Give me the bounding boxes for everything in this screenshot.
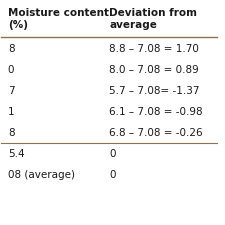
Text: 0: 0 [109,170,116,180]
Text: 5.7 – 7.08= -1.37: 5.7 – 7.08= -1.37 [109,86,200,96]
Text: 8: 8 [8,128,14,138]
Text: Deviation from
average: Deviation from average [109,8,197,30]
Text: 7: 7 [8,86,14,96]
Text: 8.8 – 7.08 = 1.70: 8.8 – 7.08 = 1.70 [109,44,199,54]
Text: 1: 1 [8,107,14,117]
Text: 6.1 – 7.08 = -0.98: 6.1 – 7.08 = -0.98 [109,107,203,117]
Text: 8: 8 [8,44,14,54]
Text: 0: 0 [8,65,14,75]
Text: 8.0 – 7.08 = 0.89: 8.0 – 7.08 = 0.89 [109,65,199,75]
Text: 6.8 – 7.08 = -0.26: 6.8 – 7.08 = -0.26 [109,128,203,138]
Text: 0: 0 [109,149,116,159]
Text: 08 (average): 08 (average) [8,170,75,180]
Text: 5.4: 5.4 [8,149,25,159]
Text: Moisture content
(%): Moisture content (%) [8,8,109,30]
